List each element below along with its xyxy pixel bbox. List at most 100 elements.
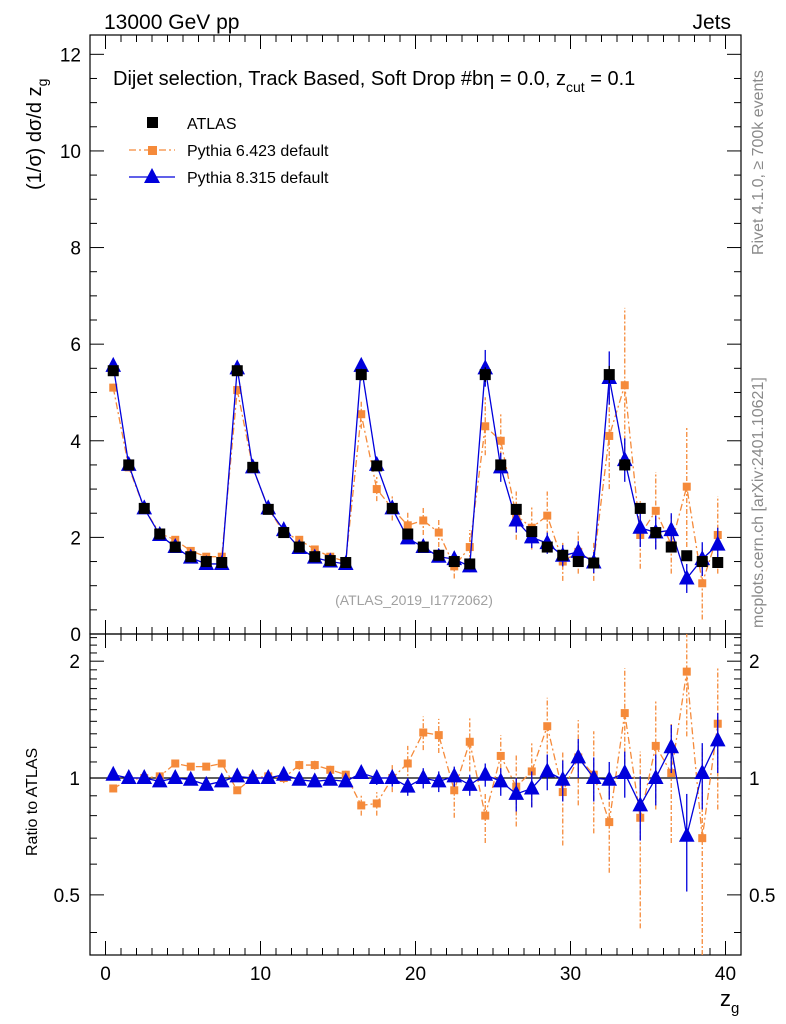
ratio-point-pythia-8-315-default <box>213 772 230 788</box>
x-tick-label: 40 <box>715 964 736 985</box>
main-plot-marks <box>105 307 726 620</box>
ratio-point-pythia-8-315-default <box>694 764 711 780</box>
x-axis-label-text: z <box>720 986 731 1011</box>
ratio-point-pythia-8-315-default <box>539 762 556 778</box>
main-point-pythia-6-423-default <box>465 543 474 552</box>
main-point-pythia-6-423-default <box>651 506 660 515</box>
ratio-point-pythia-8-315-default <box>198 775 215 791</box>
ratio-point-pythia-8-315-default <box>120 769 137 785</box>
ratio-point-pythia-6-423-default <box>434 731 443 740</box>
main-point-pythia-6-423-default <box>434 528 443 537</box>
main-point-atlas <box>479 369 491 381</box>
main-point-atlas <box>309 551 321 563</box>
main-title-subscript: cut <box>566 79 585 95</box>
main-point-atlas <box>681 550 693 562</box>
ratio-point-pythia-8-315-default <box>616 764 633 780</box>
ratio-point-pythia-8-315-default <box>229 767 246 783</box>
main-point-pythia-6-423-default <box>372 485 381 494</box>
main-point-atlas <box>541 541 553 553</box>
main-point-atlas <box>696 556 708 568</box>
ratio-point-pythia-6-423-default <box>605 818 614 827</box>
ratio-y-tick-label-right: 0.5 <box>749 886 775 907</box>
main-point-pythia-6-423-default <box>698 579 707 588</box>
main-point-atlas <box>293 541 305 553</box>
ratio-point-pythia-8-315-default <box>260 769 277 785</box>
main-point-atlas <box>107 365 119 377</box>
ratio-point-pythia-8-315-default <box>570 748 587 764</box>
legend-marker-pythia8 <box>144 168 160 183</box>
main-point-atlas <box>154 528 166 540</box>
main-title: Dijet selection, Track Based, Soft Drop … <box>113 68 635 95</box>
main-point-atlas <box>634 502 646 514</box>
main-y-tick-label: 10 <box>60 142 81 163</box>
main-point-pythia-6-423-default <box>481 422 490 431</box>
ratio-point-pythia-8-315-default <box>322 770 339 786</box>
ratio-point-pythia-8-315-default <box>337 772 354 788</box>
ratio-plot-marks <box>105 634 726 955</box>
main-point-atlas <box>355 369 367 381</box>
ratio-point-pythia-6-423-default <box>450 786 459 795</box>
main-point-atlas <box>588 557 600 569</box>
ratio-point-pythia-8-315-default <box>647 769 664 785</box>
main-point-atlas <box>572 556 584 568</box>
main-point-atlas <box>650 527 662 539</box>
ratio-point-pythia-6-423-default <box>202 762 211 771</box>
legend-label-pythia6: Pythia 6.423 default <box>187 143 329 160</box>
mcplots-label: mcplots.cern.ch [arXiv:2401.10621] <box>750 377 767 628</box>
main-y-tick-label: 2 <box>70 528 81 549</box>
main-point-atlas <box>278 527 290 539</box>
main-title-end: = 0.1 <box>585 68 636 90</box>
main-y-tick-label: 12 <box>60 45 81 66</box>
main-y-tick-label: 4 <box>70 432 81 453</box>
main-point-atlas <box>216 557 228 569</box>
main-point-pythia-6-423-default <box>403 521 412 530</box>
main-point-pythia-8-315-default <box>570 542 587 558</box>
ratio-point-pythia-6-423-default <box>295 761 304 770</box>
ratio-point-pythia-8-315-default <box>477 765 494 781</box>
main-point-atlas <box>324 555 336 567</box>
ratio-point-pythia-6-423-default <box>186 762 195 771</box>
ratio-point-pythia-8-315-default <box>709 731 726 747</box>
x-tick-label: 30 <box>560 964 581 985</box>
ratio-point-pythia-8-315-default <box>291 770 308 786</box>
ratio-y-tick-label-left: 1 <box>69 769 80 790</box>
main-y-axis-label-subscript: g <box>34 79 50 87</box>
ratio-point-pythia-8-315-default <box>415 769 432 785</box>
main-point-atlas <box>340 557 352 569</box>
main-point-pythia-8-315-default <box>678 569 695 585</box>
ratio-point-pythia-6-423-default <box>620 709 629 718</box>
ratio-point-pythia-6-423-default <box>419 728 428 737</box>
ratio-point-pythia-8-315-default <box>136 769 153 785</box>
ratio-point-pythia-8-315-default <box>554 770 571 786</box>
main-point-pythia-6-423-default <box>357 410 366 419</box>
ratio-point-pythia-6-423-default <box>682 667 691 676</box>
main-point-pythia-8-315-default <box>663 521 680 537</box>
legend-label-pythia8: Pythia 8.315 default <box>187 170 329 187</box>
x-tick-label: 20 <box>405 964 426 985</box>
legend-marker-pythia6 <box>148 146 157 155</box>
main-point-atlas <box>495 459 507 471</box>
main-y-tick-label: 8 <box>70 239 81 260</box>
ratio-point-pythia-8-315-default <box>492 772 509 788</box>
legend-marker-atlas <box>147 117 158 128</box>
main-point-atlas <box>185 551 197 563</box>
main-y-axis-label-text: (1/σ) dσ/d z <box>24 86 46 190</box>
main-point-atlas <box>231 365 243 377</box>
ratio-point-pythia-8-315-default <box>601 770 618 786</box>
ratio-line-pythia-8-315-default <box>113 740 719 836</box>
ratio-point-pythia-8-315-default <box>461 775 478 791</box>
ratio-point-pythia-8-315-default <box>167 769 184 785</box>
main-point-pythia-6-423-default <box>682 482 691 491</box>
main-point-pythia-8-315-default <box>508 511 525 527</box>
ratio-point-pythia-6-423-default <box>109 784 118 793</box>
main-point-atlas <box>603 369 615 381</box>
header-left: 13000 GeV pp <box>104 11 239 34</box>
main-point-pythia-6-423-default <box>496 436 505 445</box>
main-point-atlas <box>665 541 677 553</box>
ratio-point-pythia-8-315-default <box>105 765 122 781</box>
ratio-y-axis-label: Ratio to ATLAS <box>24 748 41 856</box>
ratio-point-pythia-8-315-default <box>523 779 540 795</box>
ratio-point-pythia-8-315-default <box>585 769 602 785</box>
main-point-atlas <box>138 502 150 514</box>
